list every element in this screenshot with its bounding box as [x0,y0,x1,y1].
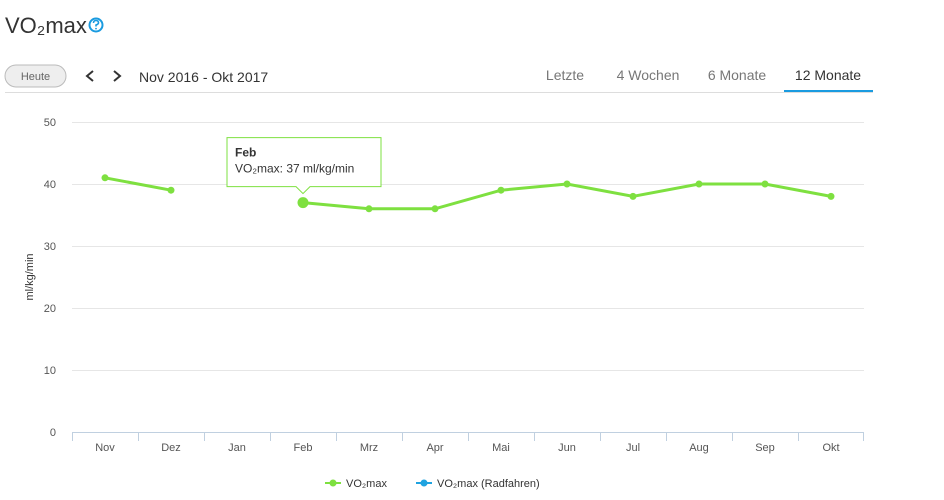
x-tick-label: Apr [426,442,443,454]
page-title: VO₂max [5,13,87,38]
x-tick-label: Aug [689,442,709,454]
legend-marker [329,479,337,487]
data-point[interactable] [167,186,175,194]
x-tick-label: Dez [161,442,181,454]
y-tick-label: 40 [44,179,56,191]
data-point[interactable] [365,205,373,213]
data-point[interactable] [629,192,637,200]
x-tick-label: Jan [228,442,246,454]
data-point[interactable] [101,174,109,182]
data-point[interactable] [297,197,309,209]
y-tick-label: 30 [44,241,56,253]
data-point[interactable] [827,192,835,200]
next-arrow[interactable] [113,70,122,82]
y-tick-label: 50 [44,117,56,129]
y-tick-label: 10 [44,365,56,377]
x-tick-label: Okt [822,442,839,454]
help-icon[interactable] [88,17,104,33]
tab[interactable]: 4 Wochen [617,67,680,83]
tooltip: Feb VO₂max: 37 ml/kg/min [226,137,382,195]
legend-label: VO₂max [346,478,387,490]
data-point[interactable] [563,180,571,188]
x-tick-label: Mrz [360,442,378,454]
y-tick-label: 20 [44,303,56,315]
x-tick-label: Jun [558,442,576,454]
prev-arrow[interactable] [85,70,94,82]
x-tick-label: Feb [294,442,313,454]
data-point[interactable] [497,186,505,194]
tooltip-title: Feb [235,146,256,160]
series-line [104,176,832,211]
today-button[interactable]: Heute [4,64,67,88]
legend-marker [420,479,428,487]
tab[interactable]: 12 Monate [795,67,861,83]
x-tick-label: Mai [492,442,510,454]
tooltip-text: VO₂max: 37 ml/kg/min [235,162,354,176]
x-tick-label: Jul [626,442,640,454]
data-point[interactable] [431,205,439,213]
y-axis-label: ml/kg/min [24,253,36,300]
tooltip-box [226,137,382,195]
date-range: Nov 2016 - Okt 2017 [139,69,268,85]
data-point[interactable] [695,180,703,188]
tab[interactable]: 6 Monate [708,67,767,83]
legend-label: VO₂max (Radfahren) [437,478,540,490]
legend-item[interactable]: VO₂max (Radfahren) [416,478,540,490]
legend-item[interactable]: VO₂max [325,478,387,490]
today-label: Heute [21,71,50,83]
x-tick-label: Sep [755,442,775,454]
tab-underline [784,90,873,92]
x-tick-label: Nov [95,442,115,454]
tab[interactable]: Letzte [546,67,584,83]
data-point[interactable] [761,180,769,188]
y-tick-label: 0 [50,427,56,439]
